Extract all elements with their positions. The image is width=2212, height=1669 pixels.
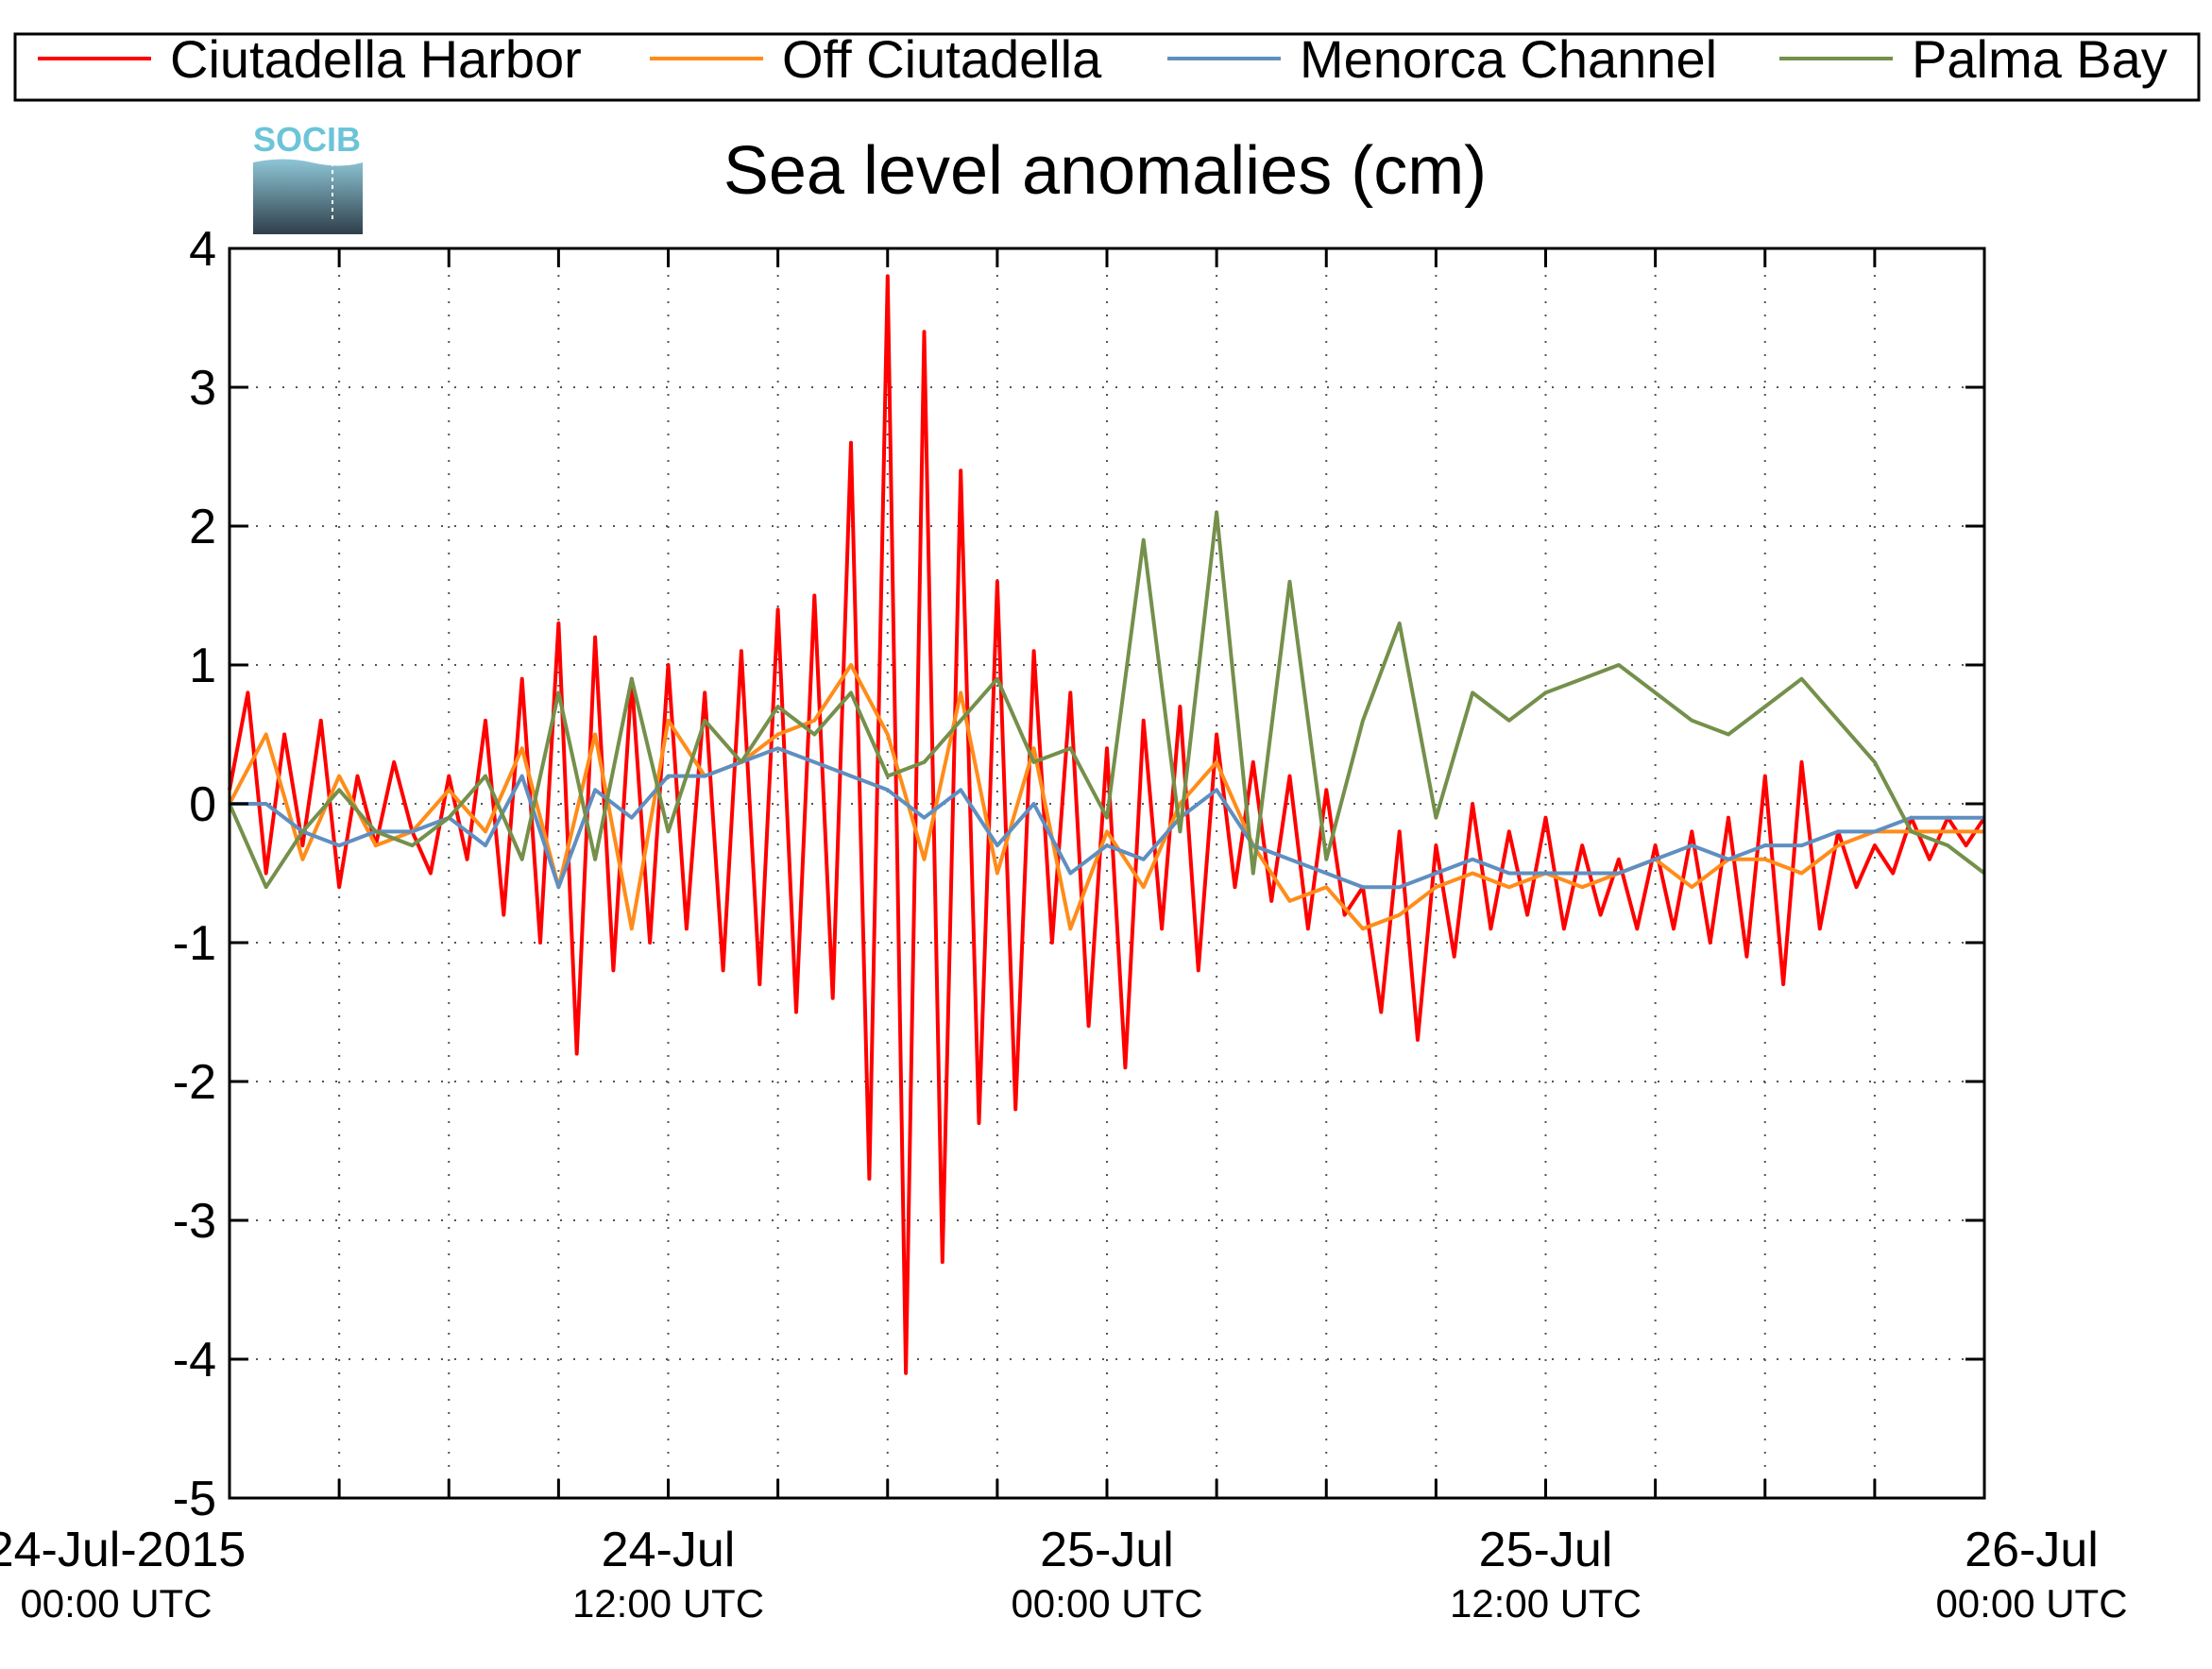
series-line-off-ciutadella <box>228 663 1984 931</box>
x-tick-sublabel: 00:00 UTC <box>20 1581 212 1626</box>
x-tick-sublabel: 12:00 UTC <box>572 1581 764 1626</box>
y-tick-label: 1 <box>189 639 216 693</box>
y-tick-label: -5 <box>173 1472 216 1526</box>
legend-box <box>13 32 2201 102</box>
y-tick-label: -4 <box>173 1333 216 1388</box>
series-line-ciutadella-harbor <box>228 274 1986 1375</box>
legend-label: Off Ciutadella <box>782 29 1102 89</box>
legend-label: Ciutadella Harbor <box>170 29 582 89</box>
y-tick-label: 0 <box>189 777 216 832</box>
x-tick-sublabel: 00:00 UTC <box>1935 1581 2127 1626</box>
logo-text: SOCIB <box>253 120 361 159</box>
legend: Ciutadella Harbor Off Ciutadella Menorca C… <box>13 29 2201 102</box>
legend-label: Palma Bay <box>1912 29 2168 89</box>
legend-label: Menorca Channel <box>1300 29 1717 89</box>
x-tick-label: 26-Jul <box>1965 1523 2099 1577</box>
chart-title: Sea level anomalies (cm) <box>723 133 1487 209</box>
y-tick-label: -1 <box>173 916 216 971</box>
x-tick-label: 25-Jul <box>1040 1523 1174 1577</box>
socib-logo: SOCIB <box>253 120 363 234</box>
series-line-menorca-channel <box>230 746 1984 890</box>
logo-wave <box>253 159 363 234</box>
y-tick-label: -2 <box>173 1055 216 1110</box>
y-tick-label: -3 <box>173 1194 216 1249</box>
x-tick-label: 24-Jul <box>602 1523 736 1577</box>
y-tick-label: 4 <box>189 222 216 277</box>
series-line-palma-bay <box>228 510 1986 890</box>
y-tick-label: 3 <box>189 361 216 416</box>
x-tick-sublabel: 12:00 UTC <box>1450 1581 1642 1626</box>
y-tick-label: 2 <box>189 500 216 554</box>
x-tick-label: 25-Jul <box>1479 1523 1613 1577</box>
x-tick-sublabel: 00:00 UTC <box>1011 1581 1202 1626</box>
y-axis: -5 -4 -3 -2 -1 0 1 2 3 4 <box>173 222 1984 1526</box>
series-layer <box>228 274 1986 1375</box>
x-tick-label: 24-Jul-2015 <box>0 1523 246 1577</box>
